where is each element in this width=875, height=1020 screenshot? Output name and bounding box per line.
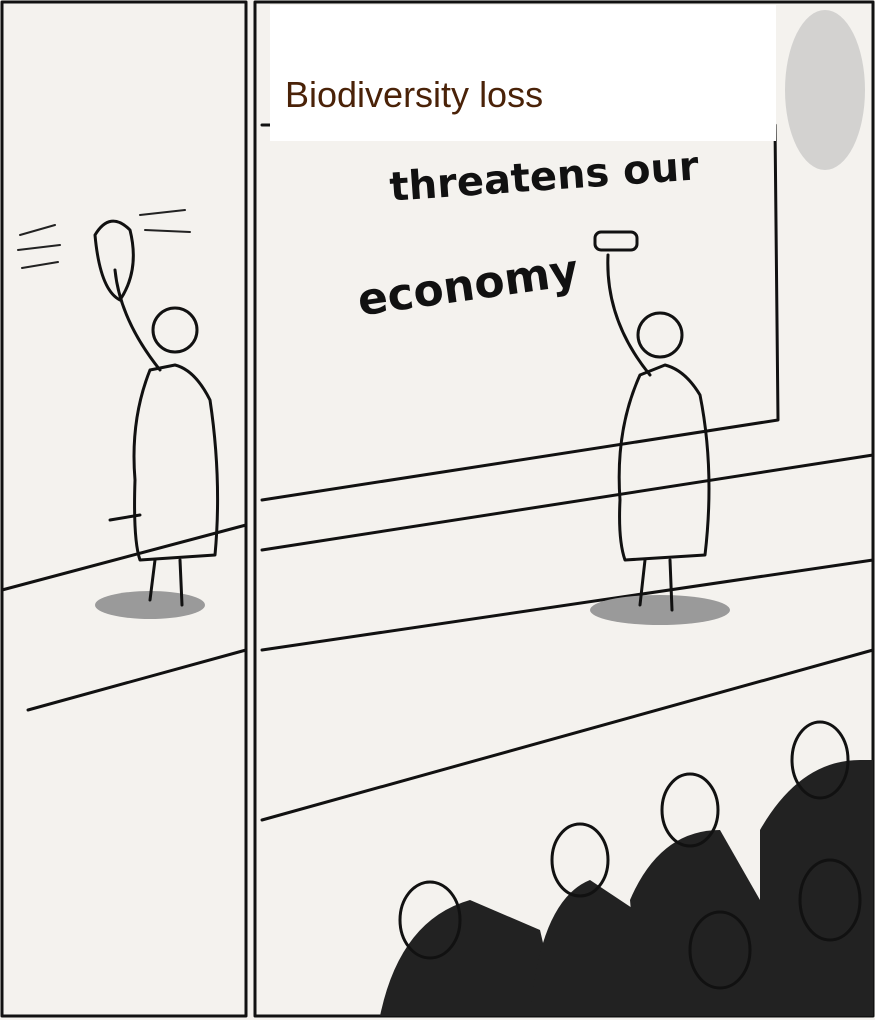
page: threatens our economy Biodiversity loss …: [0, 0, 875, 1020]
paper: [0, 0, 875, 1020]
caption: Biodiversity loss: [285, 74, 543, 115]
cartoon: threatens our economy Biodiversity loss: [0, 0, 875, 1020]
caption-box: [270, 5, 776, 141]
